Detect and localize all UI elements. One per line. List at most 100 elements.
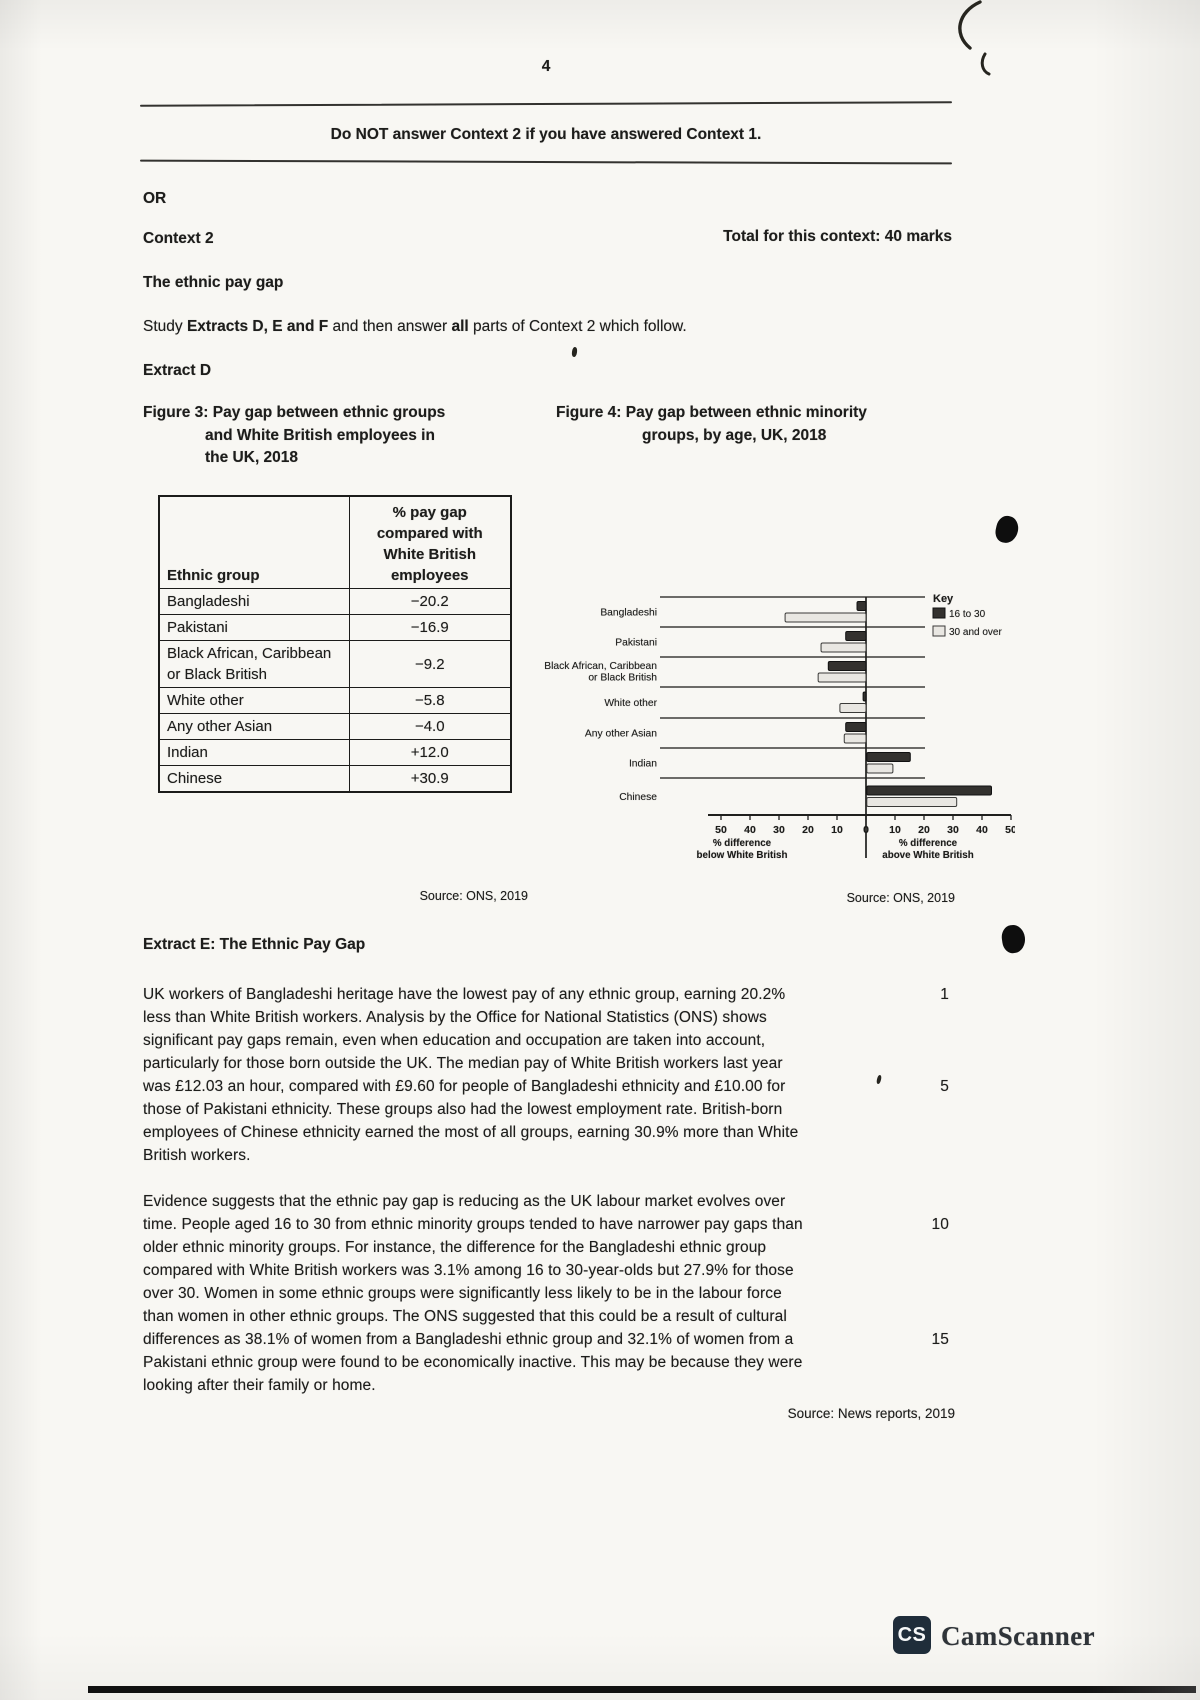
text-line-content: particularly for those born outside the … bbox=[143, 1055, 783, 1072]
x-axis-caption-right: above White British bbox=[882, 850, 973, 861]
text-line-content: less than White British workers. Analysi… bbox=[143, 1009, 767, 1026]
figure4-chart: 50 40 30 20 10 0 10 20 30 40 50% difference below W… bbox=[530, 540, 1017, 870]
text-line-content: those of Pakistani ethnicity. These grou… bbox=[143, 1101, 783, 1118]
category-label: White other bbox=[604, 698, 657, 709]
category-label: Black African, Caribbean bbox=[544, 661, 657, 672]
title-line: Figure 3: Pay gap between ethnic groups bbox=[143, 404, 446, 421]
x-tick-label: 50 bbox=[1005, 824, 1015, 836]
text-line: was £12.03 an hour, compared with £9.60 … bbox=[143, 1075, 949, 1098]
table-cell: Chinese bbox=[158, 765, 350, 793]
text-line: Pakistani ethnic group were found to be … bbox=[143, 1351, 803, 1374]
legend-swatch-dark bbox=[932, 607, 946, 619]
category-label: Bangladeshi bbox=[600, 608, 657, 619]
bar bbox=[817, 672, 867, 683]
text-line: particularly for those born outside the … bbox=[143, 1052, 798, 1075]
text-line: employees of Chinese ethnicity earned th… bbox=[143, 1121, 798, 1144]
text-line: compared with White British workers was … bbox=[143, 1259, 803, 1282]
table-cell: −20.2 bbox=[348, 588, 512, 615]
ink-dot-artifact bbox=[1000, 923, 1027, 955]
table-cell: Pakistani bbox=[158, 614, 350, 641]
camscanner-logo-text: CS bbox=[897, 1623, 927, 1646]
category-label: or Black British bbox=[588, 673, 657, 684]
context-total-marks: Total for this context: 40 marks bbox=[723, 228, 952, 245]
table-cell: White other bbox=[158, 687, 350, 714]
bar bbox=[856, 601, 867, 611]
extract-e-heading: Extract E: The Ethnic Pay Gap bbox=[143, 936, 366, 953]
line-number: 10 bbox=[931, 1216, 949, 1233]
x-tick-label: 50 bbox=[715, 824, 727, 836]
bar bbox=[827, 661, 867, 671]
x-tick-label: 10 bbox=[889, 824, 901, 836]
x-axis-caption-left: % difference bbox=[713, 838, 772, 849]
x-tick-label: 30 bbox=[773, 824, 785, 836]
text-line: Evidence suggests that the ethnic pay ga… bbox=[143, 1190, 803, 1213]
notice-text: Do NOT answer Context 2 if you have answ… bbox=[330, 126, 762, 143]
page-number: 4 bbox=[541, 58, 551, 75]
table-row: Any other Asian −4.0 bbox=[158, 713, 512, 740]
extract-e-paragraph-2: Evidence suggests that the ethnic pay ga… bbox=[143, 1190, 949, 1397]
text-line: than women in other ethnic groups. The O… bbox=[143, 1305, 803, 1328]
bottom-scan-bar bbox=[88, 1686, 1196, 1693]
x-axis-caption-right: % difference bbox=[899, 838, 958, 849]
divider-line bbox=[139, 159, 953, 165]
text-segment: and then answer bbox=[328, 318, 452, 335]
table-row: White other −5.8 bbox=[158, 687, 512, 714]
line-number: 5 bbox=[940, 1078, 949, 1095]
text-segment: Study bbox=[143, 318, 187, 335]
category-label: Indian bbox=[629, 759, 657, 770]
table-cell: Indian bbox=[158, 739, 350, 766]
text-line-content: over 30. Women in some ethnic groups wer… bbox=[143, 1285, 782, 1302]
table-cell: Any other Asian bbox=[158, 713, 350, 740]
bar bbox=[862, 691, 867, 702]
text-line-content: British workers. bbox=[143, 1147, 251, 1164]
divider-line bbox=[139, 101, 953, 107]
text-line: differences as 38.1% of women from a Ban… bbox=[143, 1328, 949, 1351]
camscanner-logo: CS bbox=[893, 1616, 931, 1654]
x-tick-label: 40 bbox=[744, 824, 756, 836]
bar bbox=[866, 752, 911, 762]
extract-e-source: Source: News reports, 2019 bbox=[787, 1406, 955, 1421]
text-line: less than White British workers. Analysi… bbox=[143, 1006, 798, 1029]
table-header-cell: Ethnic group bbox=[158, 495, 350, 589]
camscanner-wordmark: CamScanner bbox=[941, 1621, 1095, 1651]
text-line: looking after their family or home. bbox=[143, 1374, 803, 1397]
text-line-content: Pakistani ethnic group were found to be … bbox=[143, 1354, 803, 1371]
table-cell: −9.2 bbox=[348, 640, 512, 688]
text-line-content: Evidence suggests that the ethnic pay ga… bbox=[143, 1193, 786, 1210]
context-title: Context 2 bbox=[143, 230, 214, 247]
legend-label: 16 to 30 bbox=[949, 609, 986, 620]
x-tick-label: 20 bbox=[802, 824, 814, 836]
text-line-content: compared with White British workers was … bbox=[143, 1262, 794, 1279]
text-line-content: significant pay gaps remain, even when e… bbox=[143, 1032, 766, 1049]
bar bbox=[784, 612, 867, 623]
category-label: Chinese bbox=[619, 792, 657, 803]
text-line-content: UK workers of Bangladeshi heritage have … bbox=[143, 986, 786, 1003]
line-number: 1 bbox=[940, 986, 949, 1003]
x-tick-label: 20 bbox=[918, 824, 930, 836]
extract-d-label: Extract D bbox=[143, 362, 212, 379]
table-cell: −16.9 bbox=[348, 614, 512, 641]
text-line: those of Pakistani ethnicity. These grou… bbox=[143, 1098, 798, 1121]
bar bbox=[843, 733, 867, 744]
table-row: Chinese +30.9 bbox=[158, 765, 512, 793]
title-line: and White British employees in bbox=[205, 426, 435, 444]
text-segment: Extracts D, E and F bbox=[186, 318, 329, 335]
text-line: older ethnic minority groups. For instan… bbox=[143, 1236, 803, 1259]
table-header-cell: % pay gap compared with White British em… bbox=[348, 495, 512, 589]
table-cell: −5.8 bbox=[348, 687, 512, 714]
table-cell: Bangladeshi bbox=[158, 588, 350, 615]
table-cell: −4.0 bbox=[348, 713, 512, 740]
legend-swatch-light bbox=[932, 625, 946, 637]
table-row: Black African, Caribbean or Black Britis… bbox=[158, 640, 512, 688]
instruction-text: Study Extracts D, E and F and then answe… bbox=[143, 318, 687, 336]
x-tick-label: 40 bbox=[976, 824, 988, 836]
figure3-table: Ethnic group% pay gap compared with Whit… bbox=[158, 495, 512, 793]
ink-mark-artifact bbox=[875, 1074, 883, 1085]
text-segment: parts of Context 2 which follow. bbox=[468, 318, 687, 335]
x-tick-label: 30 bbox=[947, 824, 959, 836]
bar bbox=[866, 785, 992, 796]
text-line-content: differences as 38.1% of women from a Ban… bbox=[143, 1331, 794, 1348]
figure3-title: Figure 3: Pay gap between ethnic groups a… bbox=[143, 402, 445, 470]
